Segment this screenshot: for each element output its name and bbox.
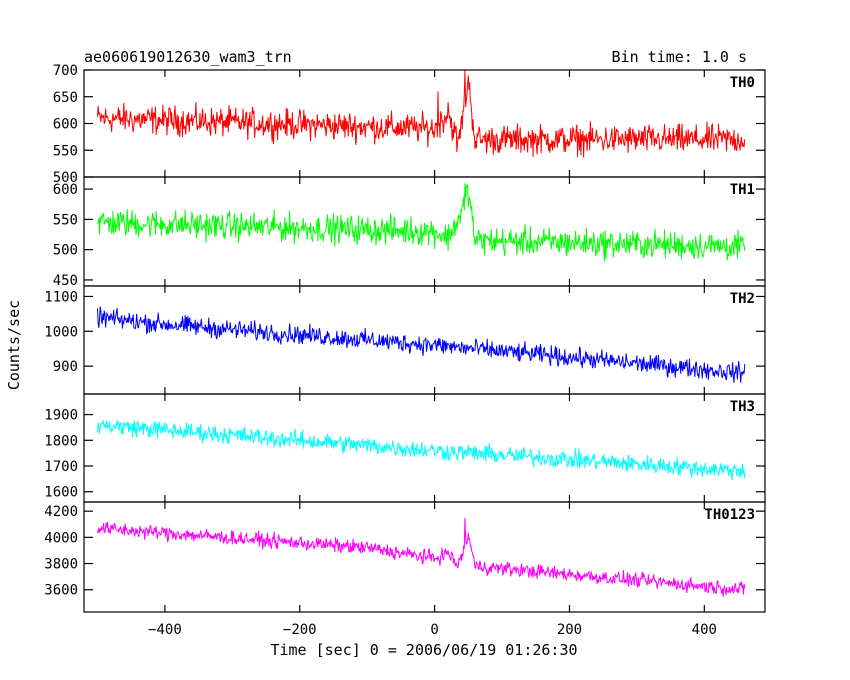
y-tick-label: 600	[53, 117, 78, 133]
x-tick-label: 400	[692, 622, 717, 638]
y-tick-label: 900	[53, 359, 78, 375]
y-tick-label: 550	[53, 212, 78, 228]
y-tick-label: 1100	[44, 289, 78, 305]
panel-label-th2: TH2	[730, 291, 755, 307]
panel-label-th1: TH1	[730, 182, 755, 198]
y-tick-label: 1900	[44, 408, 78, 424]
panel-label-th3: TH3	[730, 399, 755, 415]
bin-time-label: Bin time: 1.0 s	[612, 48, 747, 66]
y-tick-label: 500	[53, 243, 78, 259]
y-tick-label: 650	[53, 90, 78, 106]
series-line-th0123	[97, 517, 746, 597]
panel-label-th0123: TH0123	[704, 507, 755, 523]
y-tick-label: 600	[53, 182, 78, 198]
x-tick-label: −400	[148, 622, 182, 638]
y-tick-label: 1000	[44, 324, 78, 340]
y-axis-title: Counts/sec	[5, 300, 23, 390]
y-tick-label: 550	[53, 143, 78, 159]
y-tick-label: 4000	[44, 530, 78, 546]
series-line-th1	[97, 183, 746, 262]
panels-group: 500 550 600 650 700 TH0 450 500 550 600 TH1 900 1000…	[44, 63, 766, 638]
x-tick-label: 0	[430, 622, 438, 638]
y-tick-label: 1700	[44, 459, 78, 475]
x-tick-label: 200	[557, 622, 582, 638]
chart-title: ae060619012630_wam3_trn	[84, 48, 292, 66]
y-tick-label: 500	[53, 170, 78, 186]
y-tick-label: 4200	[44, 504, 78, 520]
y-tick-label: 3800	[44, 557, 78, 573]
y-tick-label: 450	[53, 273, 78, 289]
series-line-th3	[96, 420, 746, 481]
y-tick-label: 700	[53, 63, 78, 79]
series-line-th2	[96, 306, 746, 383]
y-tick-label: 1600	[44, 485, 78, 501]
y-tick-label: 3600	[44, 583, 78, 599]
y-tick-label: 1800	[44, 433, 78, 449]
x-tick-label: −200	[283, 622, 317, 638]
panel-frame-th0123	[83, 501, 766, 613]
x-axis-title: Time [sec] 0 = 2006/06/19 01:26:30	[270, 641, 577, 659]
panel-label-th0: TH0	[730, 75, 755, 91]
series-line-th0	[96, 70, 746, 158]
